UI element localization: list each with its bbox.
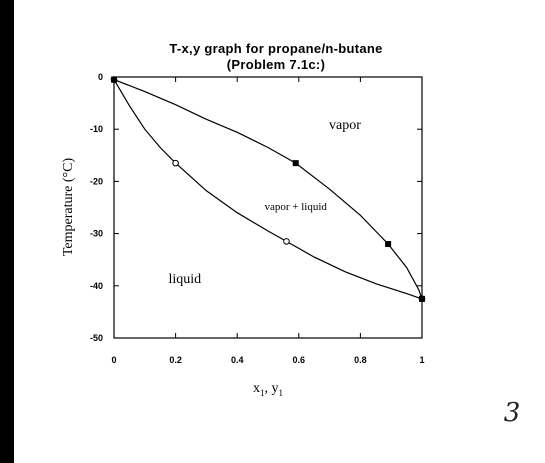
vapor-data-point	[385, 241, 391, 247]
region-label: liquid	[169, 272, 202, 287]
y-tick-label: -20	[90, 176, 103, 186]
y-tick-label: -50	[90, 333, 103, 343]
liquid-data-point	[284, 239, 290, 245]
dew-point-curve	[114, 80, 422, 299]
data-markers	[111, 77, 425, 302]
region-label: vapor + liquid	[265, 201, 328, 213]
page-number: 3	[504, 398, 521, 428]
axis-ticks: 0 0.2 0.4 0.6 0.8 1 0 -10 -20 -30 -40 -50	[90, 72, 425, 365]
x-axis-label: x1, y1	[253, 381, 283, 398]
phase-curves	[114, 80, 422, 299]
x-tick-label: 1	[419, 355, 424, 365]
y-tick-label: -40	[90, 281, 103, 291]
vapor-data-point	[293, 160, 299, 166]
x-tick-label: 0	[111, 355, 116, 365]
vapor-data-point	[419, 296, 425, 302]
vapor-data-point	[111, 77, 117, 83]
chart-title-line-2: (Problem 7.1c:)	[227, 57, 325, 72]
y-axis-label: Temperature (°C)	[61, 158, 76, 257]
x-tick-label: 0.8	[354, 355, 367, 365]
x-tick-label: 0.4	[231, 355, 244, 365]
y-tick-label: -10	[90, 124, 103, 134]
y-tick-label: 0	[98, 72, 103, 82]
region-label: vapor	[329, 118, 361, 133]
y-tick-label: -30	[90, 229, 103, 239]
x-tick-label: 0.2	[169, 355, 182, 365]
x-tick-label: 0.6	[293, 355, 306, 365]
chart-title-line-1: T-x,y graph for propane/n-butane	[169, 41, 382, 56]
bubble-point-curve	[114, 80, 422, 299]
liquid-data-point	[173, 160, 179, 166]
region-labels: vapor vapor + liquid liquid	[169, 118, 362, 287]
